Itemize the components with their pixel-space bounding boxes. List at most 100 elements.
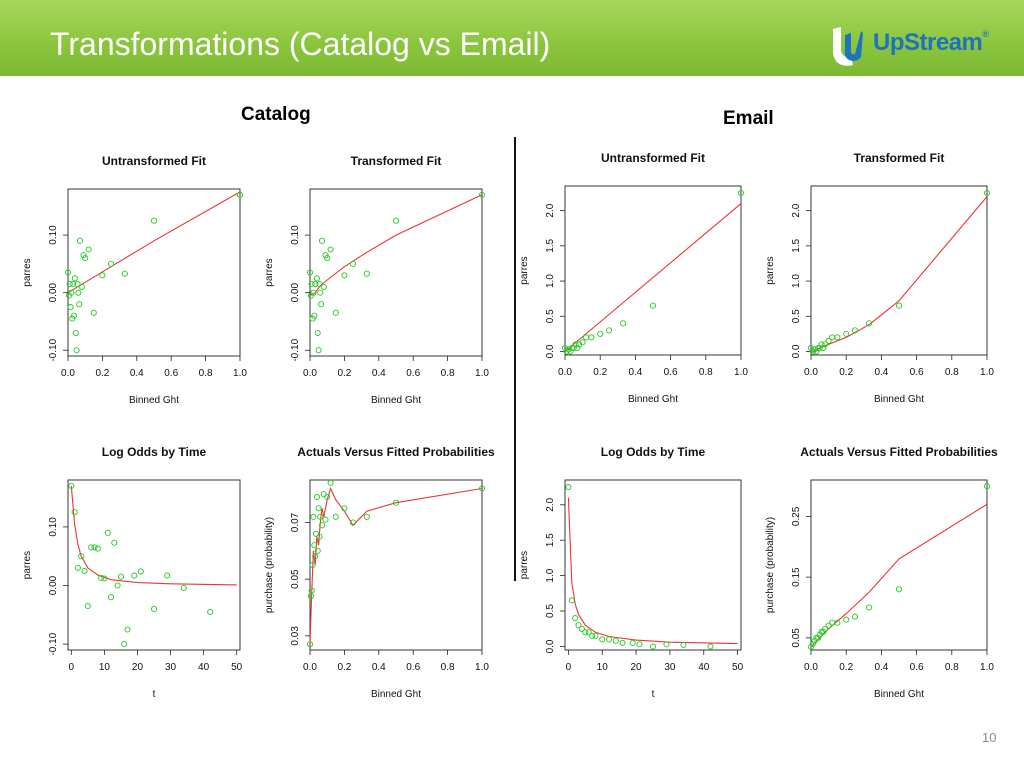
y-axis-label: parres [264, 258, 275, 286]
data-point [707, 643, 714, 650]
data-point [150, 605, 158, 613]
y-tick-label: -0.10 [290, 338, 301, 361]
data-point [568, 597, 575, 604]
data-point [578, 625, 585, 632]
data-point [307, 593, 314, 600]
data-point [131, 572, 138, 579]
data-point [76, 237, 84, 244]
data-point [620, 320, 627, 327]
data-point [313, 275, 320, 282]
data-point [583, 334, 590, 341]
y-tick-label: 0.0 [791, 344, 802, 358]
data-point [313, 493, 320, 501]
y-tick-label: 2.0 [545, 203, 556, 217]
y-tick-label: 0.0 [545, 639, 556, 653]
x-tick-label: 0.6 [406, 368, 420, 379]
header-bar [0, 0, 1024, 76]
x-tick-label: 30 [664, 662, 676, 673]
x-tick-label: 1.0 [980, 662, 994, 673]
data-point [327, 246, 334, 253]
y-tick-label: 0.00 [48, 575, 59, 595]
data-point [597, 330, 604, 337]
data-point [807, 344, 815, 352]
x-tick-label: 0.4 [874, 367, 888, 378]
data-point [101, 575, 108, 582]
data-point [829, 334, 836, 341]
x-axis-label: Binned Ght [874, 394, 924, 405]
data-point [180, 584, 187, 591]
data-point [309, 561, 316, 569]
x-tick-label: 1.0 [734, 367, 748, 378]
y-axis-label: parres [519, 551, 530, 579]
y-axis-label: purchase (probability) [264, 517, 275, 613]
plot-title: Actuals Versus Fitted Probabilities [297, 445, 495, 459]
data-point [813, 348, 820, 355]
data-point [825, 622, 832, 629]
x-tick-label: 0.6 [910, 367, 924, 378]
data-point [649, 302, 657, 309]
chart-panel-6: Transformed Fit 0.0 0.2 0.4 0.6 0.8 1.0 0.0 0.5 1… [765, 151, 994, 405]
data-point [822, 625, 829, 632]
x-tick-label: 30 [165, 662, 177, 673]
fit-line [309, 194, 483, 296]
plot-title: Transformed Fit [854, 151, 945, 165]
x-tick-label: 0.0 [303, 662, 317, 673]
chart-panel-3: Log Odds by Time 0 10 20 30 40 50 -0.10 0.00 0.10… [22, 445, 243, 700]
data-point [74, 280, 81, 288]
catalog-heading: Catalog [241, 104, 311, 125]
y-axis-label: parres [22, 551, 33, 579]
data-point [72, 329, 79, 337]
x-tick-label: 0.0 [804, 662, 818, 673]
x-tick-label: 0.2 [839, 662, 853, 673]
data-point [807, 643, 815, 651]
y-tick-label: 1.5 [791, 238, 802, 252]
data-point [866, 604, 873, 611]
data-point [392, 217, 400, 224]
data-point [68, 482, 75, 489]
data-point [737, 189, 745, 197]
data-point [983, 483, 991, 490]
data-point [78, 283, 85, 290]
data-point [341, 505, 348, 512]
data-point [605, 327, 613, 334]
x-axis-label: Binned Ght [371, 689, 421, 700]
y-tick-label: 0.5 [545, 604, 556, 618]
plot-title: Actuals Versus Fitted Probabilities [800, 445, 998, 459]
y-tick-label: 0.05 [791, 628, 802, 648]
data-point [605, 636, 613, 643]
data-point [636, 641, 643, 648]
data-point [363, 513, 370, 520]
section-divider [514, 137, 516, 581]
data-point [318, 237, 326, 244]
data-point [312, 280, 319, 288]
y-tick-label: 0.00 [290, 282, 301, 302]
chart-panel-2: Transformed Fit 0.0 0.2 0.4 0.6 0.8 1.0 -0.10 0.… [264, 154, 489, 406]
data-point [207, 608, 214, 615]
data-point [76, 301, 83, 308]
data-point [315, 347, 322, 354]
chart-panel-1: Untransformed Fit 0.0 0.2 0.4 0.6 0.8 1.0 -0.10… [22, 154, 247, 406]
y-tick-label: 0.10 [48, 225, 59, 245]
data-point [332, 309, 339, 316]
data-point [570, 344, 577, 352]
y-tick-label: 2.0 [791, 203, 802, 217]
data-point [316, 280, 323, 288]
data-point [825, 337, 832, 344]
plot-frame [810, 479, 988, 651]
x-tick-label: 0.8 [699, 367, 713, 378]
x-tick-label: 50 [732, 662, 744, 673]
y-axis-label: purchase (probability) [765, 517, 776, 613]
data-point [574, 344, 581, 352]
data-point [843, 616, 850, 623]
x-tick-label: 0.8 [199, 368, 213, 379]
fit-line [309, 486, 483, 645]
data-point [341, 272, 348, 279]
data-point [85, 246, 92, 253]
data-point [820, 628, 827, 635]
data-point [834, 334, 841, 341]
data-point [312, 553, 319, 560]
data-point [312, 530, 320, 537]
fit-line [810, 196, 988, 354]
data-point [310, 289, 317, 296]
data-point [843, 330, 850, 337]
